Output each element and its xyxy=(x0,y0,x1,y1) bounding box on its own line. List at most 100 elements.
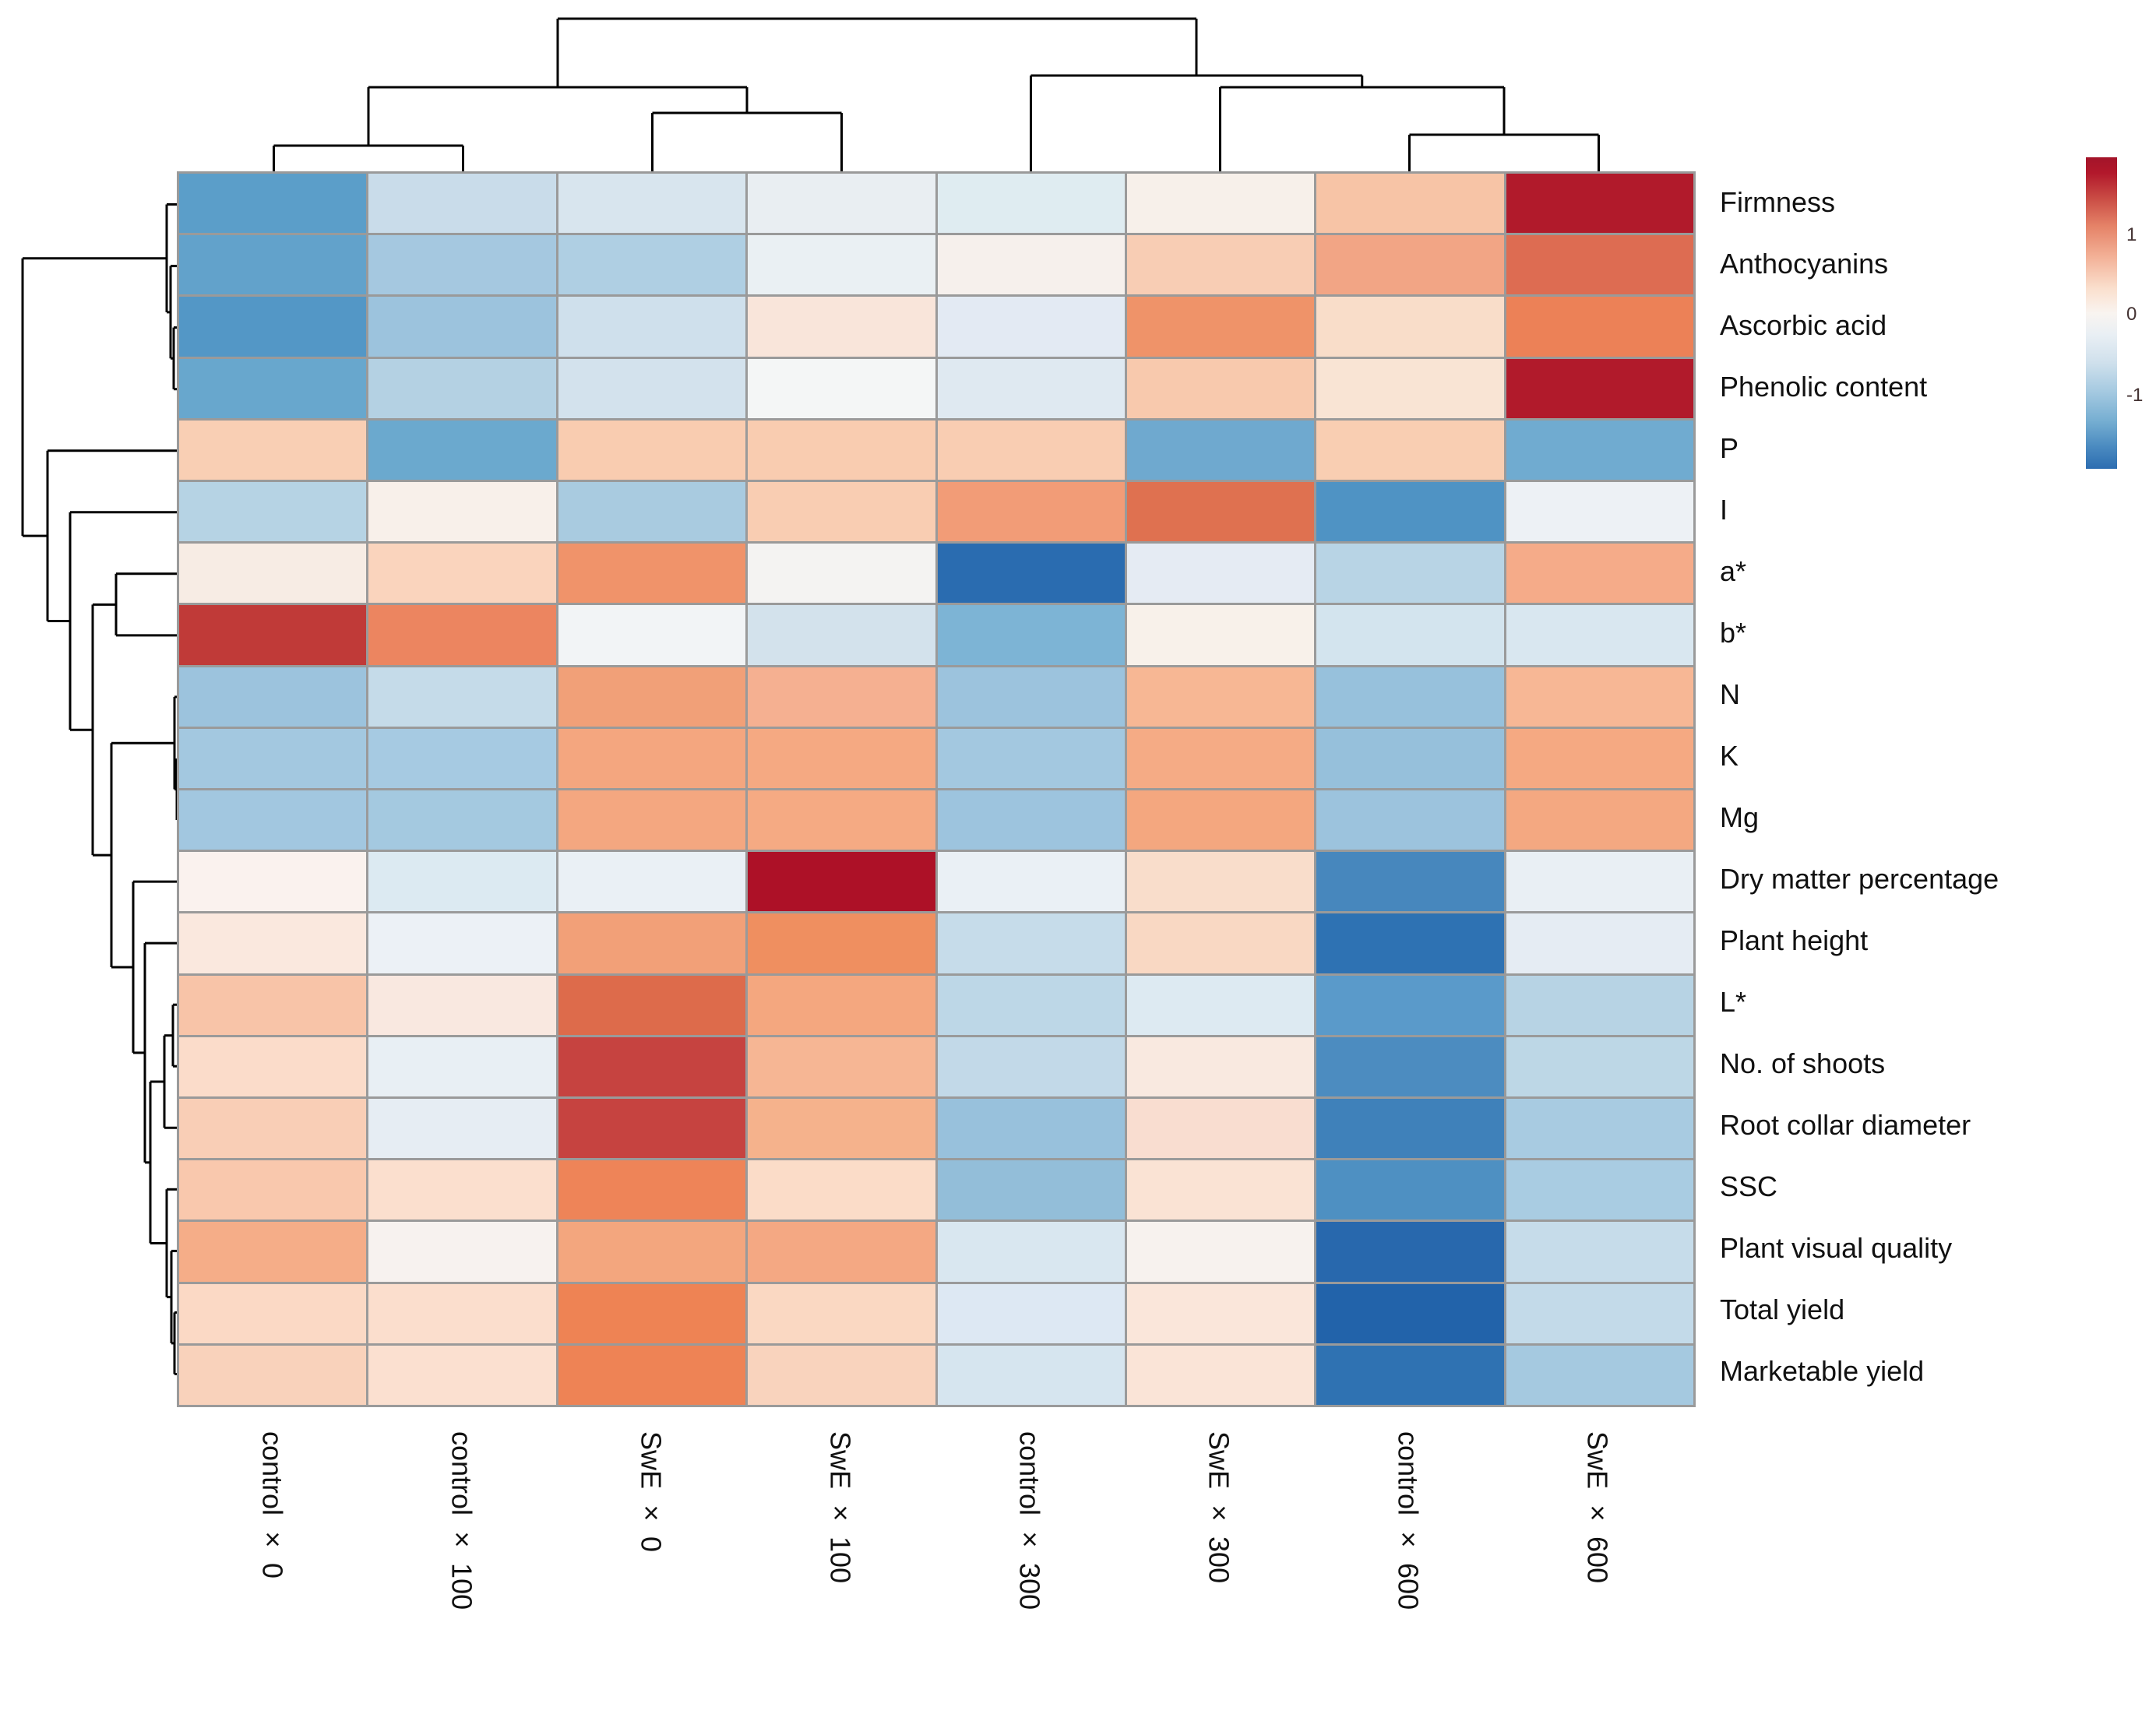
heatmap-cell xyxy=(1506,358,1693,418)
heatmap-cell xyxy=(1316,913,1504,973)
heatmap-cell xyxy=(1316,975,1504,1035)
heatmap-cell xyxy=(1506,1098,1693,1159)
heatmap-cell xyxy=(1316,297,1504,357)
heatmap-cell xyxy=(748,913,935,973)
heatmap-cell xyxy=(1126,728,1315,788)
heatmap-cell xyxy=(748,235,935,295)
heatmap-cell xyxy=(179,1036,367,1096)
heatmap-cell xyxy=(1126,358,1315,418)
heatmap-cell xyxy=(1126,1160,1315,1220)
heatmap-cell xyxy=(558,852,746,912)
heatmap-cell xyxy=(1316,235,1504,295)
heatmap-cell xyxy=(558,1345,746,1405)
heatmap-cell xyxy=(558,358,746,418)
heatmap-cell xyxy=(179,728,367,788)
heatmap-cell xyxy=(558,913,746,973)
row-label: Ascorbic acid xyxy=(1720,308,1887,341)
row-label: Anthocyanins xyxy=(1720,247,1889,280)
heatmap-cell xyxy=(1316,728,1504,788)
heatmap-cell xyxy=(179,481,367,542)
row-dendrogram xyxy=(21,203,179,1375)
column-dendrogram xyxy=(273,17,1600,174)
heatmap-cell xyxy=(748,605,935,665)
heatmap-cell xyxy=(1506,1345,1693,1405)
heatmap-cell xyxy=(1506,790,1693,850)
heatmap-cell xyxy=(1126,481,1315,542)
heatmap-cell xyxy=(179,1098,367,1159)
heatmap-cell xyxy=(1316,544,1504,604)
heatmap-cell xyxy=(179,1222,367,1282)
heatmap-cell xyxy=(937,975,1125,1035)
row-label: a* xyxy=(1720,554,1747,587)
heatmap-cell xyxy=(1126,790,1315,850)
heatmap-cell xyxy=(179,667,367,727)
row-label: Marketable yield xyxy=(1720,1355,1925,1388)
heatmap-cell xyxy=(1506,1160,1693,1220)
heatmap-cell xyxy=(748,1160,935,1220)
heatmap-cell xyxy=(937,852,1125,912)
column-label: control × 100 xyxy=(446,1431,478,1610)
heatmap-cell xyxy=(1126,1222,1315,1282)
heatmap-cell xyxy=(937,728,1125,788)
heatmap-cell xyxy=(1506,297,1693,357)
heatmap-cell xyxy=(937,1036,1125,1096)
row-label: b* xyxy=(1720,616,1747,649)
heatmap-cell xyxy=(748,1345,935,1405)
heatmap-cell xyxy=(937,1283,1125,1343)
heatmap-cell xyxy=(558,481,746,542)
row-label: Plant height xyxy=(1720,924,1869,957)
heatmap-cell xyxy=(748,174,935,234)
heatmap-cell xyxy=(1126,852,1315,912)
heatmap-cell xyxy=(368,852,556,912)
heatmap-cell xyxy=(368,1283,556,1343)
heatmap-cell xyxy=(748,975,935,1035)
heatmap-cell xyxy=(558,420,746,480)
heatmap-cell xyxy=(179,1160,367,1220)
heatmap-cell xyxy=(368,1036,556,1096)
row-label: Plant visual quality xyxy=(1720,1232,1953,1265)
heatmap-cell xyxy=(1506,1283,1693,1343)
heatmap-cell xyxy=(368,913,556,973)
heatmap-cell xyxy=(1316,852,1504,912)
heatmap-cell xyxy=(1126,297,1315,357)
heatmap-cell xyxy=(937,790,1125,850)
heatmap-cell xyxy=(748,1036,935,1096)
heatmap-cell xyxy=(368,1222,556,1282)
heatmap-cell xyxy=(937,544,1125,604)
heatmap-cell xyxy=(748,790,935,850)
heatmap-cell xyxy=(558,975,746,1035)
heatmap-cell xyxy=(937,1345,1125,1405)
heatmap-cell xyxy=(179,235,367,295)
column-label: SwE × 600 xyxy=(1581,1431,1614,1584)
row-label: N xyxy=(1720,678,1740,710)
heatmap-cell xyxy=(748,1098,935,1159)
heatmap-cell xyxy=(558,728,746,788)
heatmap-cell xyxy=(1316,420,1504,480)
heatmap-cell xyxy=(179,975,367,1035)
heatmap-cell xyxy=(1126,605,1315,665)
heatmap-cell xyxy=(748,297,935,357)
row-label: Root collar diameter xyxy=(1720,1109,1971,1142)
heatmap-cell xyxy=(937,358,1125,418)
heatmap-cell xyxy=(1316,1222,1504,1282)
heatmap-cell xyxy=(748,420,935,480)
heatmap-cell xyxy=(179,1283,367,1343)
heatmap-cell xyxy=(558,174,746,234)
heatmap-cell xyxy=(1316,1160,1504,1220)
heatmap-cell xyxy=(179,174,367,234)
heatmap-cell xyxy=(1316,1036,1504,1096)
heatmap-cell xyxy=(1126,667,1315,727)
heatmap-cell xyxy=(558,1222,746,1282)
column-label: SwE × 0 xyxy=(635,1431,668,1553)
column-label: SwE × 300 xyxy=(1203,1431,1235,1584)
heatmap-cell xyxy=(1126,913,1315,973)
row-label: P xyxy=(1720,431,1739,464)
heatmap-cell xyxy=(937,297,1125,357)
legend-tick-label: 1 xyxy=(2126,224,2137,245)
heatmap-cell xyxy=(1126,975,1315,1035)
heatmap-cell xyxy=(558,235,746,295)
column-label: control × 300 xyxy=(1013,1431,1046,1610)
heatmap-cell xyxy=(937,420,1125,480)
heatmap-cell xyxy=(1506,913,1693,973)
